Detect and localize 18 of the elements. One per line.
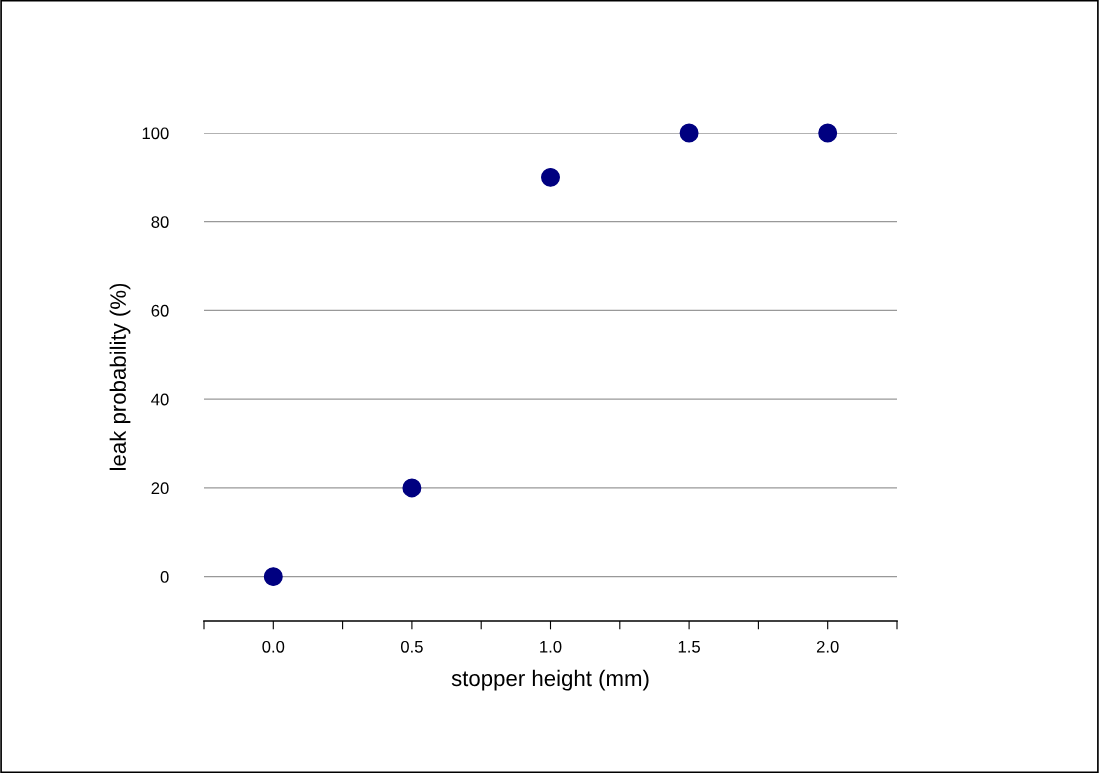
point [679,123,699,143]
point [818,123,838,143]
y-tick-label: 60 [151,304,169,317]
x-tick-label: 2.0 [816,640,839,653]
y-tick-label: 40 [151,393,169,406]
y-tick-label: 100 [142,127,169,140]
x-tick-label: 0.0 [262,640,285,653]
x-tick-label: 1.5 [678,641,700,653]
y-tick-label: 20 [151,482,169,495]
y-axis-title: leak probability (%) [109,283,131,470]
y-tick-label: 80 [151,216,169,228]
point [541,167,560,187]
point [263,567,283,587]
y-tick-label: 0 [160,571,169,583]
x-axis-title: stopper height (mm) [451,669,649,691]
point [402,478,422,498]
x-tick-label: 0.5 [400,640,423,653]
x-tick-label: 1.0 [540,640,562,653]
